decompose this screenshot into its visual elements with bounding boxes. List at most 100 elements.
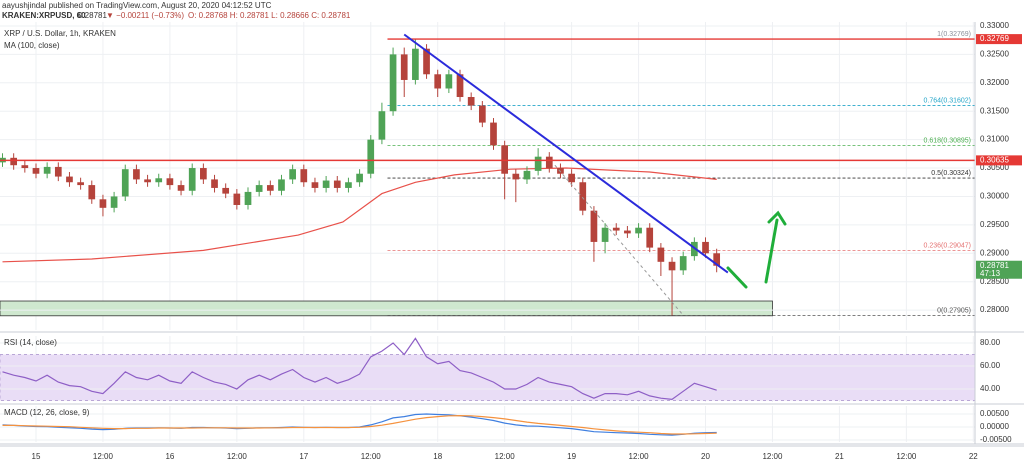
pane-title: RSI (14, close) xyxy=(4,338,57,347)
x-tick-label: 12:00 xyxy=(762,452,783,461)
countdown: 47:13 xyxy=(980,269,1001,278)
y-tick-label: 40.00 xyxy=(980,384,1001,393)
y-tick-label: 60.00 xyxy=(980,361,1001,370)
series-line xyxy=(2,414,717,435)
candle-body xyxy=(222,187,230,194)
y-tick-label: -0.00500 xyxy=(980,435,1012,444)
candle-body xyxy=(66,176,73,183)
ohlc: O: 0.28768 H: 0.28781 L: 0.28666 C: 0.28… xyxy=(188,11,351,20)
candle-body xyxy=(356,173,363,183)
candle-body xyxy=(545,156,553,169)
fib-label: 1(0.32769) xyxy=(937,31,971,38)
candle-body xyxy=(266,185,274,191)
last-price-label: 0.28781 xyxy=(980,261,1009,270)
candle-body xyxy=(110,196,118,208)
y-tick-label: 0.28000 xyxy=(980,305,1009,314)
fib-label: 0(0.27905) xyxy=(937,307,971,314)
candle-body xyxy=(624,230,631,234)
candle-body xyxy=(423,48,430,75)
candle-body xyxy=(211,179,218,188)
candle-body xyxy=(378,111,386,140)
candle-body xyxy=(478,105,486,123)
arrow-head xyxy=(767,210,787,226)
candle-body xyxy=(434,74,442,89)
x-tick-label: 20 xyxy=(701,452,710,461)
candle-body xyxy=(668,261,676,271)
candle-body xyxy=(233,193,241,205)
y-tick-label: 0.32000 xyxy=(980,78,1009,87)
symbol: KRAKEN:XRPUSD, 60 xyxy=(2,11,86,20)
candle-body xyxy=(635,227,642,234)
pane-title: XRP / U.S. Dollar, 1h, KRAKEN xyxy=(4,29,116,38)
y-tick-label: 0.31500 xyxy=(980,106,1009,115)
candle-body xyxy=(99,199,107,208)
level-tag xyxy=(976,155,1022,166)
x-tick-label: 12:00 xyxy=(227,452,248,461)
y-tick-label: 0.30000 xyxy=(980,192,1009,201)
candle-body xyxy=(702,241,709,254)
x-tick-label: 12:00 xyxy=(896,452,917,461)
x-tick-label: 22 xyxy=(969,452,978,461)
x-tick-label: 16 xyxy=(165,452,174,461)
y-tick-label: 0.33000 xyxy=(980,21,1009,30)
arrow-up xyxy=(764,218,779,284)
last-price-tag xyxy=(976,260,1022,279)
x-tick-label: 19 xyxy=(567,452,576,461)
x-tick-label: 12:00 xyxy=(361,452,382,461)
candle-body xyxy=(657,247,665,262)
candle-body xyxy=(177,185,185,191)
y-tick-label: 0.29500 xyxy=(980,220,1009,229)
candle-body xyxy=(155,178,163,183)
level-tag xyxy=(976,34,1022,45)
candle-body xyxy=(278,179,285,191)
candle-body xyxy=(367,139,375,174)
candle-body xyxy=(646,227,654,248)
candle-body xyxy=(121,169,129,197)
candle-body xyxy=(512,173,520,180)
candle-body xyxy=(32,168,40,174)
candle-body xyxy=(345,182,352,188)
candle-body xyxy=(43,166,51,174)
level-tag-label: 0.30635 xyxy=(980,155,1009,164)
candle-body xyxy=(133,169,140,180)
candle-body xyxy=(568,173,575,183)
candle-body xyxy=(21,165,29,169)
series-line xyxy=(2,167,717,263)
candle-body xyxy=(601,227,609,242)
candle-body xyxy=(10,157,18,166)
plot-layer: 15 12:00 16 12:00 17 12:00 18 12:00 19 12:00 20 12:… xyxy=(0,21,1024,461)
candle-body xyxy=(144,179,151,183)
y-tick-label: 0.00000 xyxy=(980,422,1009,431)
candle-body xyxy=(166,178,174,186)
fib-label: 0.5(0.30324) xyxy=(931,170,971,177)
candle-body xyxy=(244,191,252,205)
candle-body xyxy=(333,180,341,188)
fib-label: 0.236(0.29047) xyxy=(924,242,971,249)
x-tick-label: 12:00 xyxy=(629,452,650,461)
y-tick-label: 0.31000 xyxy=(980,135,1009,144)
change: ▼ −0.00211 (−0.73%) xyxy=(106,11,184,20)
candle-body xyxy=(200,168,207,180)
x-tick-label: 21 xyxy=(835,452,844,461)
x-tick-label: 15 xyxy=(32,452,41,461)
candle-body xyxy=(467,97,475,106)
projection xyxy=(554,164,684,316)
candle-body xyxy=(523,170,531,180)
candle-body xyxy=(590,210,598,242)
series-line xyxy=(2,337,717,401)
x-tick-label: 17 xyxy=(299,452,308,461)
author-line: aayushjindal published on TradingView.co… xyxy=(2,1,272,10)
band xyxy=(0,354,976,402)
candle-body xyxy=(534,156,542,171)
x-tick-label: 18 xyxy=(433,452,442,461)
candle-body xyxy=(679,256,687,271)
y-tick-label: 0.30500 xyxy=(980,163,1009,172)
candle-body xyxy=(557,168,564,174)
y-tick-label: 0.29000 xyxy=(980,248,1009,257)
candle-body xyxy=(456,74,464,98)
candle-body xyxy=(300,169,308,183)
candle-body xyxy=(501,145,509,174)
candle-body xyxy=(412,48,419,80)
y-tick-label: 0.00500 xyxy=(980,409,1009,418)
